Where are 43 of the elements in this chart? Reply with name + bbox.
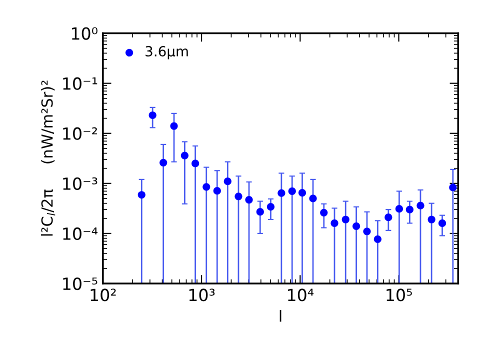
point (192, 160, 200, 168)
y-tick-label: 10⁰ (72, 27, 98, 40)
point (245, 196, 253, 204)
point (320, 208, 328, 216)
point (170, 122, 178, 130)
point (180, 152, 188, 160)
point (428, 216, 436, 224)
x-tick-label: 10⁵ (386, 288, 412, 302)
point (395, 205, 403, 213)
point (224, 178, 232, 186)
point (374, 235, 382, 243)
point (352, 222, 360, 230)
point (266, 203, 275, 211)
x-axis-title: l (280, 310, 282, 322)
point (416, 202, 424, 210)
y-axis-title: l²C$_{l}$/2π (nW/m²Sr)² (41, 80, 56, 236)
point (298, 188, 306, 197)
point (309, 194, 317, 202)
y-tick-label: 10⁻² (63, 127, 97, 140)
point (288, 187, 296, 195)
point (330, 219, 338, 228)
point (213, 187, 221, 195)
y-tick-label: 10⁻¹ (63, 77, 98, 90)
x-tick-label: 10² (90, 288, 116, 302)
point (138, 191, 146, 199)
point (160, 158, 168, 166)
y-tick-label: 10⁻⁵ (63, 277, 98, 290)
point (256, 208, 264, 216)
point (278, 189, 286, 197)
point (449, 184, 457, 192)
point (363, 228, 371, 236)
point (148, 111, 156, 120)
point (384, 214, 392, 222)
point (202, 183, 210, 191)
x-tick-label: 10³ (189, 288, 215, 302)
y-tick-label: 10⁻⁴ (63, 227, 98, 240)
point (406, 206, 414, 214)
x-tick-label: 10⁴ (288, 288, 314, 302)
point (234, 192, 242, 200)
point (438, 219, 446, 228)
legend-label: 3.6μm (146, 46, 188, 60)
point (342, 216, 350, 224)
y-tick-label: 10⁻³ (63, 177, 98, 190)
